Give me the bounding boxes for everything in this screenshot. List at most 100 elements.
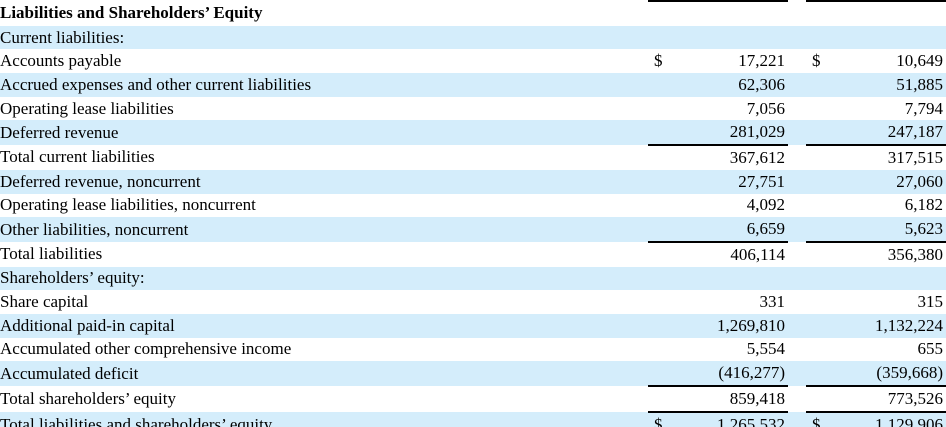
row-label: Total liabilities (0, 244, 103, 264)
value-text: 1,132,224 (875, 315, 943, 335)
value-cell: 247,187 (806, 120, 946, 147)
value-cell (806, 0, 946, 26)
column-gap (788, 194, 806, 218)
row-label: Total shareholders’ equity (0, 388, 176, 408)
dollar-sign: $ (654, 414, 663, 427)
value-text: (359,668) (876, 363, 943, 383)
table-row: Total shareholders’ equity 859,418 773,5… (0, 386, 946, 413)
table-row: Operating lease liabilities, noncurrent … (0, 194, 946, 218)
value-text: 6,659 (746, 219, 785, 239)
column-gap (788, 170, 806, 194)
value-cell: 6,659 (648, 217, 788, 243)
value-cell: 655 (806, 338, 946, 362)
value-text: 1,129,906 (875, 414, 943, 427)
column-gap (788, 217, 806, 242)
table-row: Total liabilities and shareholders’ equi… (0, 411, 946, 427)
value-text: 27,060 (896, 171, 943, 191)
value-cell: 773,526 (806, 386, 946, 413)
value-cell: $17,221 (648, 49, 788, 73)
table-row: Share capital 331 315 (0, 290, 946, 314)
value-text: 1,265,532 (717, 414, 785, 427)
column-gap (788, 97, 806, 121)
table-row: Shareholders’ equity: (0, 266, 946, 291)
row-label: Operating lease liabilities, noncurrent (0, 195, 256, 215)
value-cell: 7,056 (648, 97, 788, 121)
value-text: 406,114 (730, 244, 785, 264)
value-text: 7,794 (904, 98, 943, 118)
value-text: 62,306 (738, 74, 785, 94)
value-text: 317,515 (887, 147, 943, 167)
value-cell: 367,612 (648, 145, 788, 170)
row-label: Accrued expenses and other current liabi… (0, 74, 312, 94)
column-gap (788, 386, 806, 412)
value-text: 655 (917, 339, 944, 359)
table-row: Accumulated deficit (416,277) (359,668) (0, 361, 946, 387)
row-label: Other liabilities, noncurrent (0, 219, 189, 239)
value-cell: 62,306 (648, 73, 788, 97)
value-text: 7,056 (746, 98, 785, 118)
section-title: Liabilities and Shareholders’ Equity (0, 3, 263, 23)
value-cell: 4,092 (648, 194, 788, 218)
value-cell: 1,269,810 (648, 314, 788, 338)
row-label: Accumulated other comprehensive income (0, 339, 292, 359)
row-label: Total current liabilities (0, 147, 155, 167)
value-cell: 6,182 (806, 194, 946, 218)
column-gap (788, 314, 806, 338)
value-cell: 317,515 (806, 145, 946, 170)
value-text: 367,612 (729, 147, 785, 167)
value-cell: 315 (806, 290, 946, 314)
row-label: Shareholders’ equity: (0, 268, 145, 288)
value-text: 315 (917, 292, 944, 312)
value-cell: 27,751 (648, 170, 788, 194)
value-cell: 281,029 (648, 120, 788, 147)
column-gap (788, 290, 806, 314)
value-cell: 51,885 (806, 73, 946, 97)
value-text: 356,380 (887, 244, 943, 264)
value-cell: 331 (648, 290, 788, 314)
column-gap (788, 49, 806, 73)
value-cell: (359,668) (806, 361, 946, 387)
value-text: 1,269,810 (717, 315, 785, 335)
row-label: Deferred revenue, noncurrent (0, 171, 201, 191)
table-row: Total liabilities 406,114 356,380 (0, 242, 946, 267)
table-row: Deferred revenue 281,029 247,187 (0, 120, 946, 147)
value-cell: 1,132,224 (806, 314, 946, 338)
value-text: 281,029 (729, 122, 785, 142)
row-label: Operating lease liabilities (0, 98, 174, 118)
column-gap (788, 120, 806, 145)
dollar-sign: $ (812, 51, 821, 71)
column-gap (788, 267, 806, 291)
value-text: 5,554 (746, 339, 785, 359)
value-text: 331 (759, 292, 786, 312)
value-cell: $1,265,532 (648, 411, 788, 427)
row-label: Deferred revenue (0, 122, 119, 142)
value-cell: $1,129,906 (806, 411, 946, 427)
table-row: Accumulated other comprehensive income 5… (0, 338, 946, 362)
value-text: 10,649 (896, 51, 943, 71)
column-gap (788, 145, 806, 170)
row-label: Accounts payable (0, 51, 122, 71)
table-row: Operating lease liabilities 7,056 7,794 (0, 97, 946, 121)
value-text: 773,526 (887, 388, 943, 408)
value-cell: (416,277) (648, 361, 788, 387)
table-row: Other liabilities, noncurrent 6,659 5,62… (0, 217, 946, 243)
value-cell (806, 267, 946, 291)
value-cell: 859,418 (648, 386, 788, 413)
table-row: Total current liabilities 367,612 317,51… (0, 145, 946, 170)
value-text: 6,182 (904, 195, 943, 215)
table-row: Accounts payable $17,221 $10,649 (0, 49, 946, 73)
column-gap (788, 338, 806, 362)
column-gap (788, 26, 806, 50)
value-cell: 7,794 (806, 97, 946, 121)
column-gap (788, 412, 806, 427)
table-row: Additional paid-in capital 1,269,810 1,1… (0, 313, 946, 338)
value-cell: 27,060 (806, 170, 946, 194)
column-gap (788, 73, 806, 97)
column-gap (788, 361, 806, 386)
value-cell: 5,554 (648, 338, 788, 362)
value-text: 5,623 (904, 219, 943, 239)
value-cell: 5,623 (806, 217, 946, 243)
value-cell: 356,380 (806, 242, 946, 267)
value-text: 27,751 (738, 171, 785, 191)
